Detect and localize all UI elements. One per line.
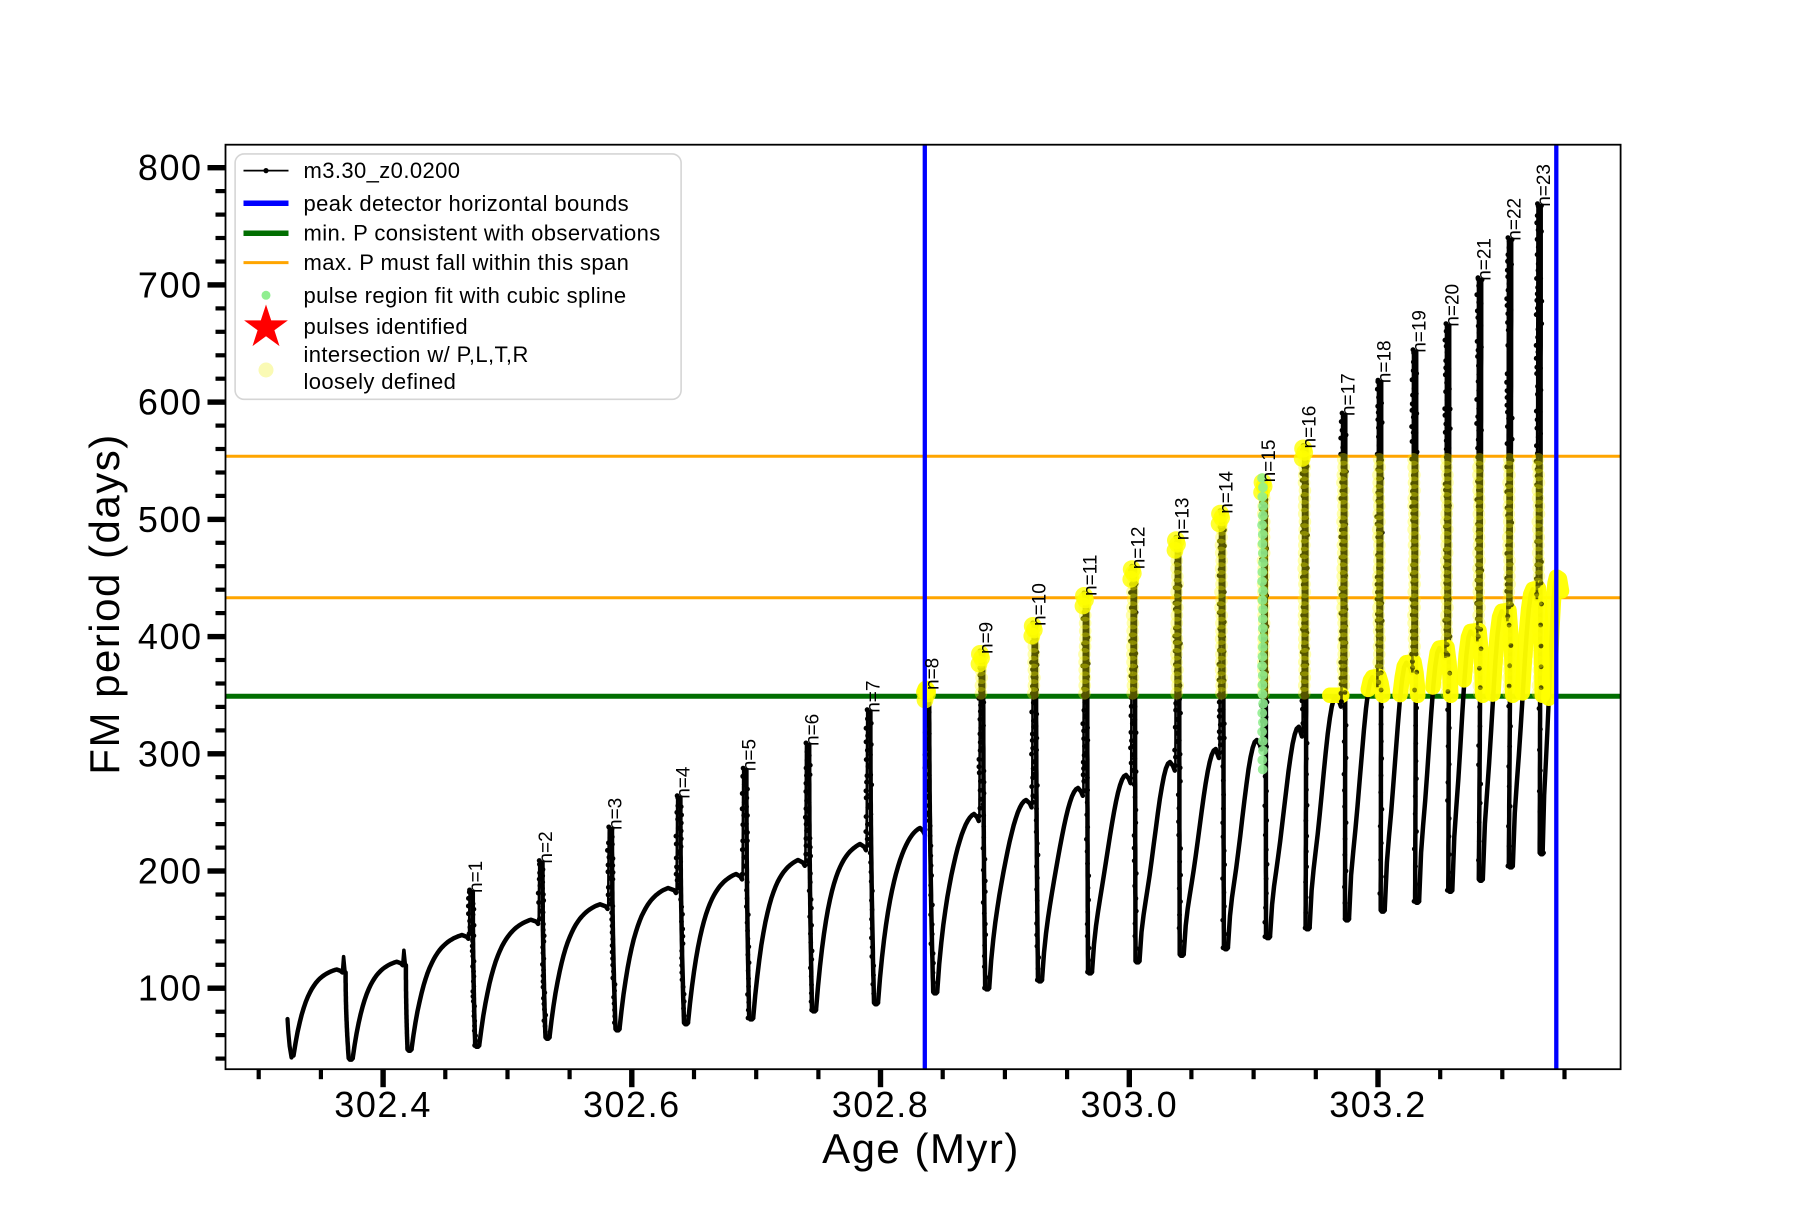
svg-text:n=6: n=6 [803,714,824,746]
svg-text:n=20: n=20 [1443,284,1464,327]
svg-text:300: 300 [138,733,203,774]
svg-text:n=23: n=23 [1534,164,1555,207]
svg-text:100: 100 [138,968,203,1009]
svg-text:500: 500 [138,499,203,540]
svg-text:400: 400 [138,616,203,657]
svg-text:302.6: 302.6 [583,1084,681,1125]
svg-text:n=13: n=13 [1173,498,1194,541]
svg-text:n=18: n=18 [1375,340,1396,383]
svg-text:min. P consistent with observa: min. P consistent with observations [304,221,661,246]
svg-text:intersection w/ P,L,T,R: intersection w/ P,L,T,R [304,342,529,367]
svg-text:pulse region fit with cubic sp: pulse region fit with cubic spline [304,283,627,308]
svg-text:n=22: n=22 [1505,198,1526,241]
svg-text:FM period (days): FM period (days) [81,433,128,774]
svg-text:n=16: n=16 [1300,406,1321,449]
svg-text:n=19: n=19 [1410,310,1431,353]
svg-text:peak detector horizontal bound: peak detector horizontal bounds [304,191,630,216]
svg-text:n=8: n=8 [923,658,944,690]
svg-text:600: 600 [138,382,203,423]
svg-text:n=12: n=12 [1128,527,1149,570]
svg-text:n=7: n=7 [864,681,885,713]
svg-text:n=10: n=10 [1029,583,1050,626]
svg-text:n=1: n=1 [466,861,487,893]
svg-text:n=4: n=4 [674,766,695,799]
svg-text:loosely defined: loosely defined [304,369,457,394]
svg-text:n=17: n=17 [1339,373,1360,416]
svg-text:n=11: n=11 [1081,555,1102,596]
svg-text:n=3: n=3 [605,798,626,830]
svg-text:n=2: n=2 [536,831,557,863]
svg-text:m3.30_z0.0200: m3.30_z0.0200 [304,158,461,183]
svg-text:n=21: n=21 [1475,238,1496,281]
svg-text:Age (Myr): Age (Myr) [822,1125,1020,1172]
svg-text:302.8: 302.8 [832,1084,930,1125]
svg-text:n=15: n=15 [1259,440,1280,483]
svg-text:n=14: n=14 [1217,471,1238,514]
svg-text:max. P must fall within this s: max. P must fall within this span [304,250,630,275]
svg-text:800: 800 [138,147,203,188]
svg-text:302.4: 302.4 [334,1084,432,1125]
svg-text:303.2: 303.2 [1329,1084,1427,1125]
svg-text:200: 200 [138,851,203,892]
svg-text:303.0: 303.0 [1081,1084,1179,1125]
svg-text:n=9: n=9 [977,622,998,654]
svg-text:pulses identified: pulses identified [304,314,469,339]
svg-text:n=5: n=5 [740,739,761,771]
svg-text:700: 700 [138,264,203,305]
